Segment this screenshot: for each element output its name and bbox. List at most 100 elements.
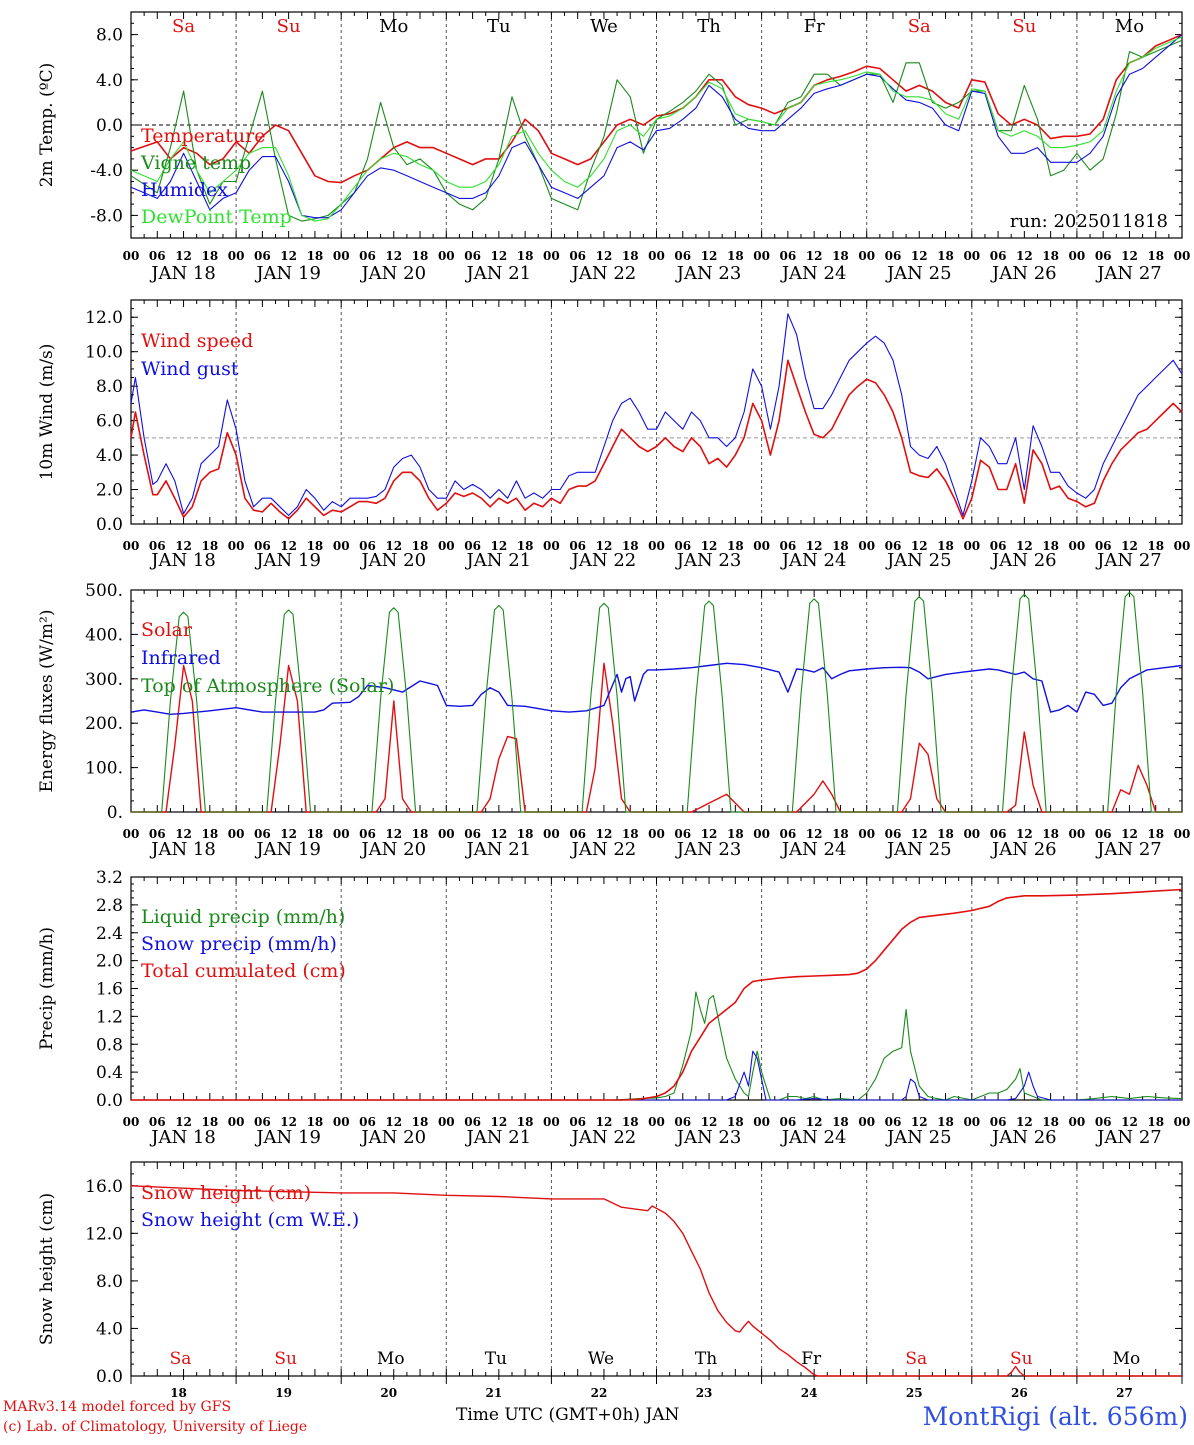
legend-entry: Total cumulated (cm) xyxy=(141,960,346,982)
date-label: JAN 19 xyxy=(254,1127,321,1148)
series-line-wind-speed xyxy=(130,359,1183,520)
series-line-total-cumulated-cm- xyxy=(131,888,1183,1101)
hour-tick-label: 00 xyxy=(648,249,665,263)
hour-tick-label: 06 xyxy=(569,539,586,553)
series-line-snow-height-cm- xyxy=(130,1185,1182,1377)
y-tick-label: 0.4 xyxy=(96,1063,123,1083)
date-label: JAN 24 xyxy=(780,550,847,571)
hour-tick-label: 00 xyxy=(543,539,560,553)
hour-tick-label: 18 xyxy=(517,827,534,841)
hour-tick-label: 12 xyxy=(175,539,192,553)
day-number-label: 21 xyxy=(485,1386,502,1400)
weekday-label: Sa xyxy=(170,1349,192,1369)
date-label: JAN 22 xyxy=(570,839,637,860)
date-label: JAN 27 xyxy=(1095,263,1162,284)
hour-tick-label: 18 xyxy=(1042,1115,1059,1129)
date-label: JAN 19 xyxy=(254,263,321,284)
hour-tick-label: 12 xyxy=(806,827,823,841)
hour-tick-label: 18 xyxy=(201,539,218,553)
weekday-label: Mo xyxy=(377,1349,405,1369)
hour-tick-label: 00 xyxy=(333,1115,350,1129)
y-tick-label: 2.4 xyxy=(96,924,123,944)
hour-tick-label: 00 xyxy=(963,539,980,553)
date-label: JAN 21 xyxy=(465,1127,532,1148)
legend-entry: Temperature xyxy=(141,125,265,147)
hour-tick-label: 18 xyxy=(412,827,429,841)
hour-tick-label: 06 xyxy=(359,1115,376,1129)
weekday-label: Su xyxy=(1012,16,1036,37)
date-label: JAN 23 xyxy=(675,1127,742,1148)
y-tick-label: 2.0 xyxy=(96,481,123,501)
y-tick-label: 0.8 xyxy=(96,1035,123,1055)
hour-tick-label: 12 xyxy=(806,249,823,263)
legend-entry: Humidex xyxy=(141,179,228,201)
date-label: JAN 20 xyxy=(359,839,426,860)
hour-tick-label: 00 xyxy=(963,249,980,263)
hour-tick-label: 00 xyxy=(753,539,770,553)
hour-tick-label: 06 xyxy=(464,539,481,553)
hour-tick-label: 18 xyxy=(517,539,534,553)
hour-tick-label: 00 xyxy=(753,249,770,263)
hour-tick-label: 12 xyxy=(911,1115,928,1129)
hour-tick-label: 18 xyxy=(1147,539,1164,553)
hour-tick-label: 06 xyxy=(674,249,691,263)
date-label: JAN 21 xyxy=(465,550,532,571)
legend-entry: Liquid precip (mm/h) xyxy=(141,906,345,928)
hour-tick-label: 18 xyxy=(307,249,324,263)
hour-tick-label: 12 xyxy=(1121,249,1138,263)
y-tick-label: 8.0 xyxy=(96,26,123,46)
y-tick-label: 0.0 xyxy=(96,1091,123,1111)
y-tick-label: 1.6 xyxy=(96,980,123,1000)
hour-tick-label: 18 xyxy=(517,249,534,263)
chart-panel-1: 8.0 4.0 0.0 -4.0 -8.0 2m Temp. (ºC) Temperatur… xyxy=(37,11,1190,284)
hour-tick-label: 12 xyxy=(1121,1115,1138,1129)
weekday-label: Th xyxy=(697,16,721,37)
date-label: JAN 23 xyxy=(675,263,742,284)
hour-tick-label: 00 xyxy=(228,827,245,841)
date-label: JAN 18 xyxy=(149,550,216,571)
hour-tick-label: 12 xyxy=(175,249,192,263)
date-label: JAN 23 xyxy=(675,839,742,860)
hour-tick-label: 06 xyxy=(149,1115,166,1129)
y-tick-label: 500. xyxy=(85,581,123,601)
hour-tick-label: 06 xyxy=(780,249,797,263)
hour-tick-label: 12 xyxy=(1121,827,1138,841)
hour-tick-label: 06 xyxy=(569,1115,586,1129)
date-label: JAN 25 xyxy=(885,1127,952,1148)
chart-panel-4: 3.2 2.8 2.4 2.0 1.6 1.2 0.8 0.4 0.0 Precip (mm/h)… xyxy=(37,868,1190,1148)
hour-tick-label: 18 xyxy=(622,539,639,553)
hour-tick-label: 00 xyxy=(438,1115,455,1129)
series-line-solar xyxy=(131,662,1182,813)
hour-tick-label: 00 xyxy=(228,1115,245,1129)
hour-tick-label: 06 xyxy=(885,249,902,263)
legend-entry: Solar xyxy=(141,619,193,641)
date-label: JAN 26 xyxy=(990,839,1057,860)
date-label: JAN 20 xyxy=(359,1127,426,1148)
date-label: JAN 25 xyxy=(885,839,952,860)
date-label: JAN 20 xyxy=(359,550,426,571)
date-label: JAN 25 xyxy=(885,550,952,571)
hour-tick-label: 18 xyxy=(727,249,744,263)
hour-tick-label: 18 xyxy=(622,1115,639,1129)
hour-tick-label: 06 xyxy=(674,539,691,553)
date-label: JAN 24 xyxy=(780,1127,847,1148)
hour-tick-label: 12 xyxy=(806,1115,823,1129)
date-label: JAN 26 xyxy=(990,550,1057,571)
hour-tick-label: 00 xyxy=(1069,827,1086,841)
hour-tick-label: 00 xyxy=(543,1115,560,1129)
hour-tick-label: 18 xyxy=(307,827,324,841)
y-tick-label: -4.0 xyxy=(90,161,123,181)
hour-tick-label: 12 xyxy=(280,249,297,263)
hour-tick-label: 00 xyxy=(753,1115,770,1129)
run-annotation: run: 2025011818 xyxy=(1010,211,1168,232)
day-number-label: 27 xyxy=(1116,1386,1133,1400)
y-tick-label: 16.0 xyxy=(85,1177,123,1197)
hour-tick-label: 18 xyxy=(412,249,429,263)
hour-tick-label: 18 xyxy=(307,1115,324,1129)
hour-tick-label: 18 xyxy=(1147,1115,1164,1129)
date-label: JAN 26 xyxy=(990,1127,1057,1148)
chart-panel-3: 500. 400. 300. 200. 100. 0. Energy fluxes (W/m… xyxy=(37,581,1190,860)
hour-tick-label: 00 xyxy=(648,827,665,841)
hour-tick-label: 06 xyxy=(359,827,376,841)
hour-tick-label: 18 xyxy=(201,1115,218,1129)
